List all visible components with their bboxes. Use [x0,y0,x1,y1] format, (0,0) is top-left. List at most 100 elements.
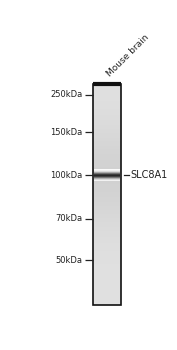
Bar [93,207,121,208]
Bar [93,191,121,192]
Bar [93,244,121,245]
Bar [93,212,121,213]
Bar [93,267,121,268]
Bar [93,277,121,278]
Bar [93,114,121,115]
Bar [93,250,121,251]
Bar [93,85,121,86]
Bar [93,89,121,90]
Bar [93,103,121,104]
Bar [93,84,121,305]
Text: 100kDa: 100kDa [50,171,82,180]
Bar [93,95,121,96]
Bar [93,176,121,177]
Bar [93,84,121,85]
Bar [93,165,121,166]
Bar [93,238,121,239]
Bar [93,124,121,125]
Bar [93,100,121,101]
Bar [93,86,121,87]
Bar [93,275,121,276]
Bar [93,273,121,274]
Bar [93,174,121,175]
Bar [93,205,121,206]
Bar [93,214,121,215]
Bar [93,180,121,181]
Bar [93,136,121,137]
Bar [93,109,121,110]
Bar [93,294,121,295]
Text: 150kDa: 150kDa [50,128,82,137]
Bar [93,216,121,217]
Bar [93,242,121,243]
Bar [93,253,121,254]
Bar [93,263,121,264]
Bar [93,159,121,160]
Bar [93,152,121,153]
Bar [93,209,121,210]
Bar [93,167,121,168]
Bar [93,151,121,152]
Bar [93,299,121,300]
Bar [93,110,121,111]
Bar [93,183,121,184]
Bar [93,269,121,270]
Bar [93,178,121,179]
Bar [93,243,121,244]
Bar [93,120,121,121]
Bar [93,225,121,226]
Bar [93,281,121,282]
Bar [93,200,121,201]
Bar [93,155,121,156]
Bar [93,235,121,236]
Bar [93,202,121,203]
Bar [93,190,121,191]
Bar [93,122,121,123]
Bar [93,219,121,220]
Bar [93,249,121,250]
Bar [93,113,121,114]
Text: SLC8A1: SLC8A1 [130,170,168,180]
Bar [93,234,121,235]
Bar [93,240,121,241]
Bar [93,223,121,224]
Bar [93,91,121,92]
Bar [93,88,121,89]
Bar [93,203,121,204]
Bar [93,252,121,253]
Bar [93,226,121,227]
Bar [93,270,121,271]
Bar [93,229,121,230]
Bar [93,199,121,200]
Bar [93,108,121,109]
Bar [93,126,121,127]
Bar [93,133,121,134]
Bar [93,158,121,159]
Bar [93,138,121,139]
Bar [93,119,121,120]
Bar [93,117,121,118]
Bar [93,188,121,189]
Bar [93,127,121,128]
Bar [93,285,121,286]
Bar [93,185,121,186]
Bar [93,87,121,88]
Bar [93,118,121,119]
Bar [93,230,121,231]
Bar [93,144,121,145]
Bar [93,137,121,138]
Bar [93,150,121,151]
Bar [93,198,121,199]
Bar [93,145,121,146]
Bar [93,287,121,288]
Bar [93,173,121,174]
Bar [93,148,121,149]
Bar [93,204,121,205]
Bar [93,102,121,103]
Bar [93,162,121,163]
Bar [93,135,121,136]
Bar [93,184,121,185]
Bar [93,168,121,169]
Bar [93,268,121,269]
Bar [93,182,121,183]
